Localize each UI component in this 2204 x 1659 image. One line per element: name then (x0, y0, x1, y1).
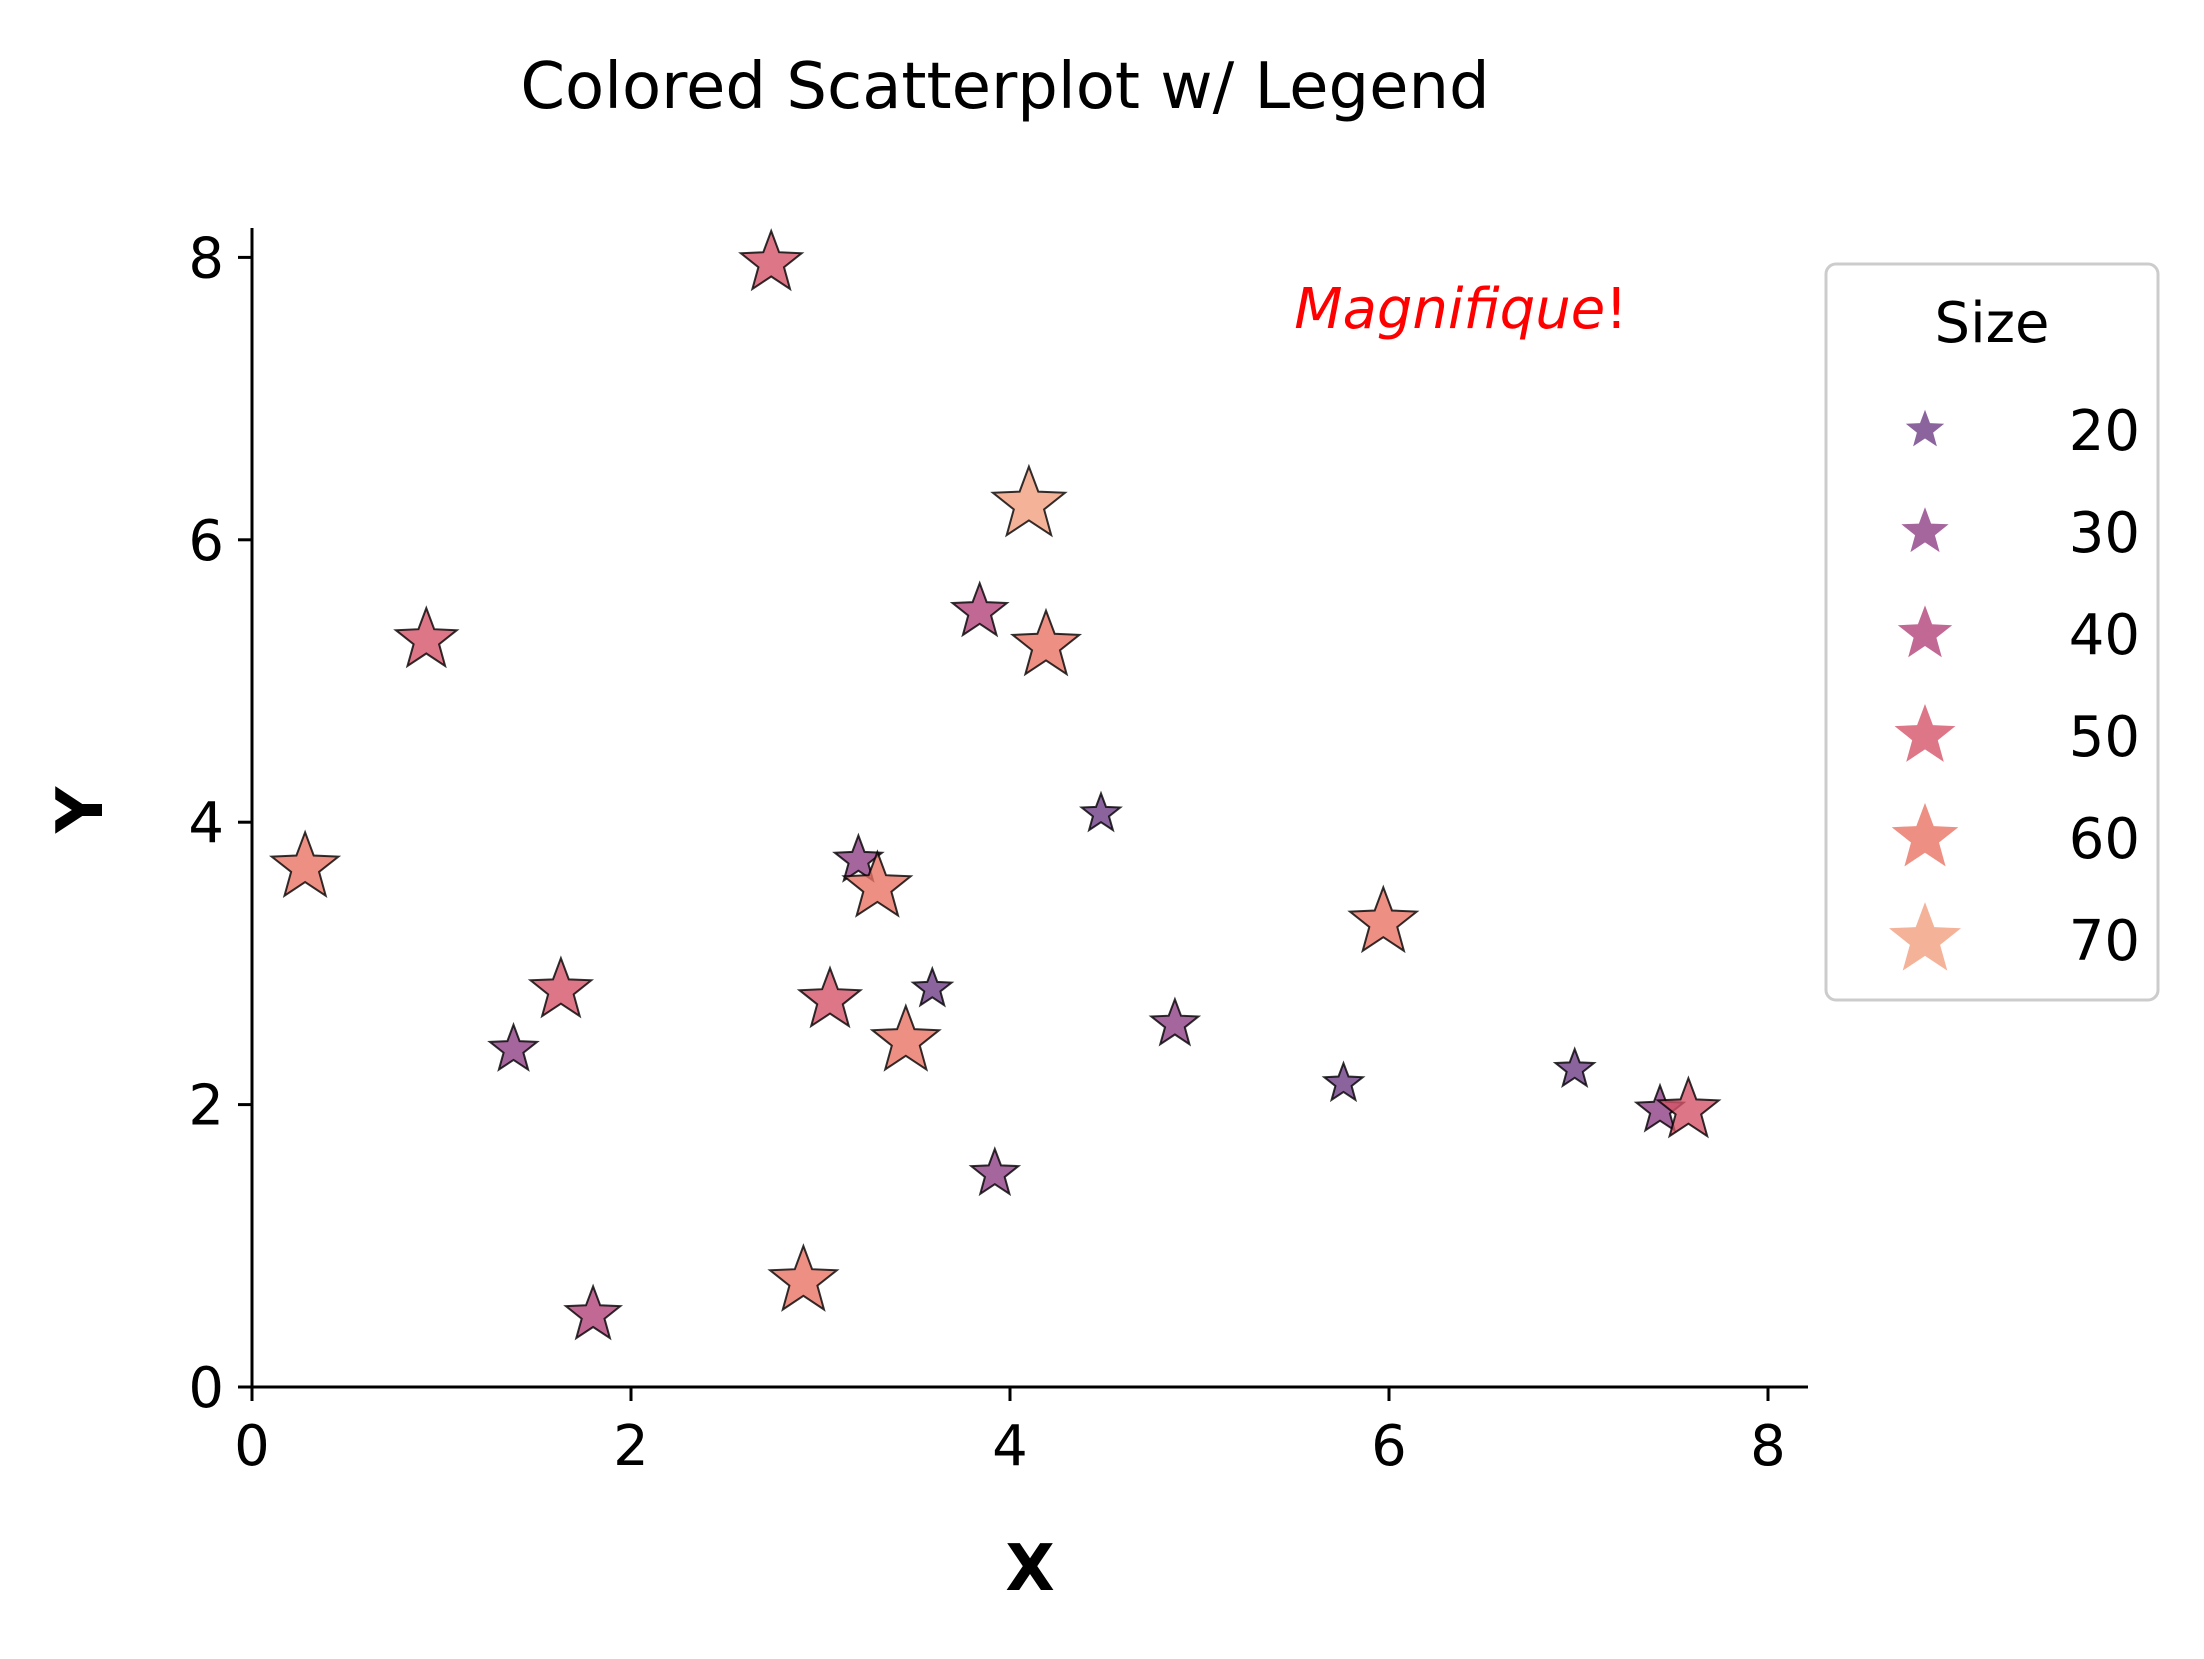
y-tick-label: 4 (188, 791, 224, 856)
data-points (268, 228, 1722, 1341)
annotation-italic: Magnifique (1294, 277, 1605, 342)
scatter-point (869, 1003, 942, 1072)
scatter-point (832, 832, 885, 883)
scatter-point (738, 228, 805, 292)
legend-marker (1897, 605, 1953, 658)
scatter-point (767, 1243, 840, 1312)
scatter-point (268, 829, 342, 899)
legend-marker (1905, 409, 1945, 447)
scatter-point (796, 965, 864, 1029)
chart-title: Colored Scatterplot w/ Legend (520, 50, 1489, 124)
legend-label: 70 (2069, 909, 2140, 974)
scatter-point (527, 955, 595, 1019)
scatter-point (1655, 1075, 1722, 1139)
legend-label: 60 (2069, 807, 2140, 872)
y-tick-label: 0 (188, 1356, 224, 1421)
scatter-point (1009, 607, 1083, 677)
y-tick-label: 8 (188, 226, 224, 291)
legend-title: Size (1935, 291, 2050, 356)
scatter-point (949, 580, 1010, 638)
y-ticks: 0 2 4 6 8 (188, 226, 252, 1421)
scatter-point (1347, 884, 1420, 954)
annotation-exclaim: ! (1605, 277, 1627, 342)
legend-label: 30 (2069, 501, 2140, 566)
scatter-point (1552, 1046, 1597, 1089)
scatter-point (393, 605, 460, 669)
legend-marker (1891, 802, 1959, 867)
scatter-point (841, 849, 914, 918)
scatter-point (910, 965, 955, 1008)
x-tick-label: 6 (1371, 1414, 1407, 1479)
scatter-point (1321, 1060, 1366, 1103)
x-tick-label: 2 (613, 1414, 649, 1479)
scatter-point (1148, 996, 1202, 1047)
legend-marker (1901, 507, 1949, 553)
legend-label: 20 (2069, 399, 2140, 464)
scatter-point (563, 1283, 624, 1341)
x-tick-label: 4 (992, 1414, 1028, 1479)
y-axis-label: Y (44, 786, 118, 834)
scatter-point (487, 1021, 540, 1072)
legend-entries: 20 30 40 50 60 70 (1889, 399, 2140, 974)
legend: Size 20 30 40 50 60 70 (1824, 262, 2160, 1002)
legend-marker (1894, 704, 1956, 762)
x-tick-label: 8 (1750, 1414, 1786, 1479)
scatter-point (1078, 790, 1123, 833)
scatter-point (990, 463, 1068, 538)
x-ticks: 0 2 4 6 8 (234, 1387, 1786, 1479)
scatter-point (968, 1146, 1022, 1197)
legend-marker (1889, 902, 1961, 971)
legend-box (1824, 262, 2160, 1002)
legend-label: 40 (2069, 603, 2140, 668)
x-tick-label: 0 (234, 1414, 270, 1479)
legend-label: 50 (2069, 705, 2140, 770)
annotation-text: Magnifique! (1294, 277, 1627, 342)
x-axis-label: X (1005, 1532, 1054, 1606)
y-tick-label: 2 (188, 1074, 224, 1139)
y-tick-label: 6 (188, 509, 224, 574)
